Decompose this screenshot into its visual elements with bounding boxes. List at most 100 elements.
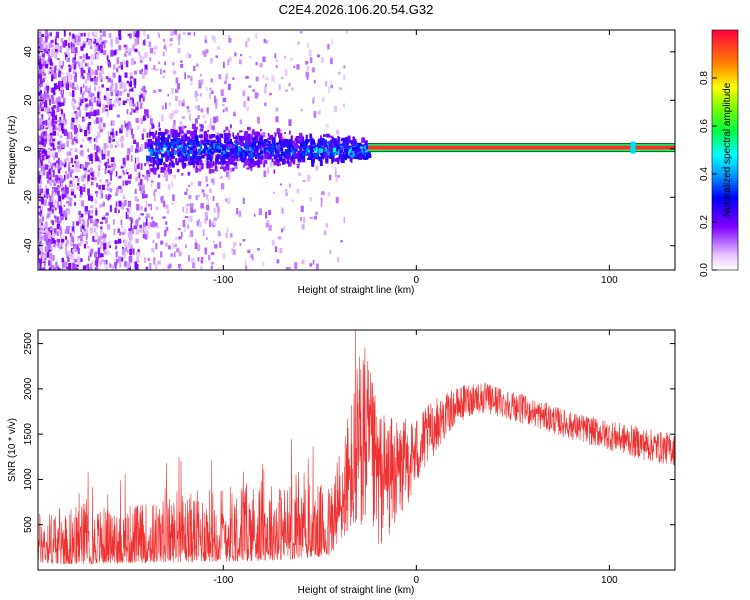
spectrogram-cluster-mark xyxy=(243,133,246,139)
spectrogram-cluster-mark xyxy=(355,143,358,147)
spectrogram-noise-mark xyxy=(212,128,216,133)
spectrogram-cluster-mark xyxy=(146,172,151,175)
spectrogram-noise-mark xyxy=(334,166,337,171)
spectrogram-noise-mark xyxy=(103,106,106,109)
spectrogram-noise-mark xyxy=(82,221,86,226)
spectrogram-noise-mark xyxy=(227,197,231,205)
spectrogram-noise-mark xyxy=(94,78,98,86)
spectrogram-noise-mark xyxy=(220,89,224,97)
spectrogram-cluster-mark xyxy=(300,142,305,147)
spectrogram-noise-mark xyxy=(228,173,231,179)
spectrogram-noise-mark xyxy=(48,168,51,175)
spectrogram-noise-mark xyxy=(119,263,121,268)
spectrogram-noise-mark xyxy=(265,77,269,80)
spectrogram-noise-mark xyxy=(46,133,51,139)
spectrogram-cluster-mark xyxy=(243,164,245,168)
spectrogram-noise-mark xyxy=(87,137,91,141)
spectrogram-noise-mark xyxy=(47,50,50,53)
spectrogram-noise-mark xyxy=(41,197,44,205)
spectrogram-noise-mark xyxy=(86,225,89,228)
spectrogram-noise-mark xyxy=(214,95,216,103)
spectrogram-noise-mark xyxy=(87,169,91,173)
spectrogram-noise-mark xyxy=(57,120,59,122)
spectrogram-cluster-mark xyxy=(231,159,236,162)
spectrogram-noise-mark xyxy=(126,109,129,115)
spectrogram-cluster-mark xyxy=(337,136,341,143)
spectrogram-noise-mark xyxy=(88,140,92,144)
spectrogram-noise-mark xyxy=(297,172,302,176)
spectrogram-noise-mark xyxy=(285,89,288,92)
spectrogram-cluster-mark xyxy=(231,167,235,172)
spectrogram-noise-mark xyxy=(68,255,72,259)
spectrogram-noise-mark xyxy=(67,225,71,229)
spectrogram-cluster-mark xyxy=(325,158,329,163)
spectrogram-cluster-mark xyxy=(175,161,179,166)
spectrogram-cluster-mark xyxy=(190,157,194,161)
spectrogram-cluster-mark xyxy=(172,139,177,142)
spectrogram-noise-mark xyxy=(88,176,92,180)
spectrogram-noise-mark xyxy=(62,190,66,195)
spectrogram-noise-mark xyxy=(41,100,44,104)
spectrogram-cluster-mark xyxy=(337,143,341,149)
spectrogram-noise-mark xyxy=(79,128,83,132)
spectrogram-noise-mark xyxy=(89,46,93,49)
spectrogram-noise-mark xyxy=(162,51,165,57)
spectrogram-noise-mark xyxy=(46,251,50,258)
spectrogram-cluster-mark xyxy=(347,145,350,151)
spectrogram-noise-mark xyxy=(57,221,60,225)
spectrogram-cluster-mark xyxy=(234,145,238,151)
spectrogram-noise-mark xyxy=(120,124,124,130)
spectrogram-noise-mark xyxy=(38,58,42,64)
spectrogram-noise-mark xyxy=(87,56,91,60)
spectrogram-cluster-mark xyxy=(215,144,218,147)
spectrogram-noise-mark xyxy=(185,205,189,208)
spectrogram-noise-mark xyxy=(216,116,219,123)
spectrogram-noise-mark xyxy=(91,32,95,37)
spectrogram-noise-mark xyxy=(128,180,131,184)
spectrogram-noise-mark xyxy=(142,190,146,196)
spectrogram-cluster-mark xyxy=(148,164,153,167)
spectrogram-noise-mark xyxy=(153,51,156,55)
spectrogram-noise-mark xyxy=(115,192,118,196)
spectrogram-noise-mark xyxy=(49,58,52,65)
spectrogram-cluster-mark xyxy=(163,163,168,168)
spectrogram-noise-mark xyxy=(70,158,73,164)
spectrogram-cluster-mark xyxy=(228,159,232,164)
spectrogram-noise-mark xyxy=(54,187,56,193)
spectrogram-noise-mark xyxy=(146,161,149,165)
spectrogram-noise-mark xyxy=(120,64,123,70)
spectrogram-noise-mark xyxy=(300,205,304,213)
spectrogram-noise-mark xyxy=(154,189,157,192)
spectrogram-noise-mark xyxy=(110,79,114,85)
spectrogram-cluster-mark xyxy=(202,142,207,146)
spectrogram-noise-mark xyxy=(48,267,51,270)
spectrogram-noise-mark xyxy=(107,241,110,247)
spectrogram-cluster-mark xyxy=(230,161,234,165)
spectrogram-noise-mark xyxy=(74,61,77,65)
spectrogram-cluster-mark xyxy=(217,147,222,153)
spectrogram-noise-mark xyxy=(102,50,107,56)
spectrogram-noise-mark xyxy=(169,38,173,42)
spectrogram-cluster-mark xyxy=(361,137,365,143)
spectrogram-noise-mark xyxy=(233,242,237,247)
spectrogram-noise-mark xyxy=(48,113,51,120)
spectrogram-noise-mark xyxy=(236,207,238,215)
spectrogram-noise-mark xyxy=(197,257,200,262)
spectrogram-noise-mark xyxy=(61,87,63,94)
spectrogram-noise-mark xyxy=(87,123,90,130)
spectrogram-noise-mark xyxy=(80,258,83,262)
spectrogram-noise-mark xyxy=(80,99,84,104)
spectrogram-cluster-mark xyxy=(156,155,159,159)
spectrogram-noise-mark xyxy=(195,195,198,200)
spectrogram-noise-mark xyxy=(84,130,88,137)
spectrogram-cluster-mark xyxy=(178,142,182,145)
spectrogram-noise-mark xyxy=(99,30,102,33)
spectrogram-cluster-mark xyxy=(338,143,342,146)
spectrogram-noise-mark xyxy=(124,72,128,78)
spectrogram-noise-mark xyxy=(74,148,78,152)
spectrogram-noise-mark xyxy=(42,225,45,229)
spectrogram-noise-mark xyxy=(39,44,43,50)
spectrogram-cluster-mark xyxy=(177,152,181,157)
spectrogram-noise-mark xyxy=(56,57,60,60)
spectrogram-cluster-mark xyxy=(245,148,248,151)
